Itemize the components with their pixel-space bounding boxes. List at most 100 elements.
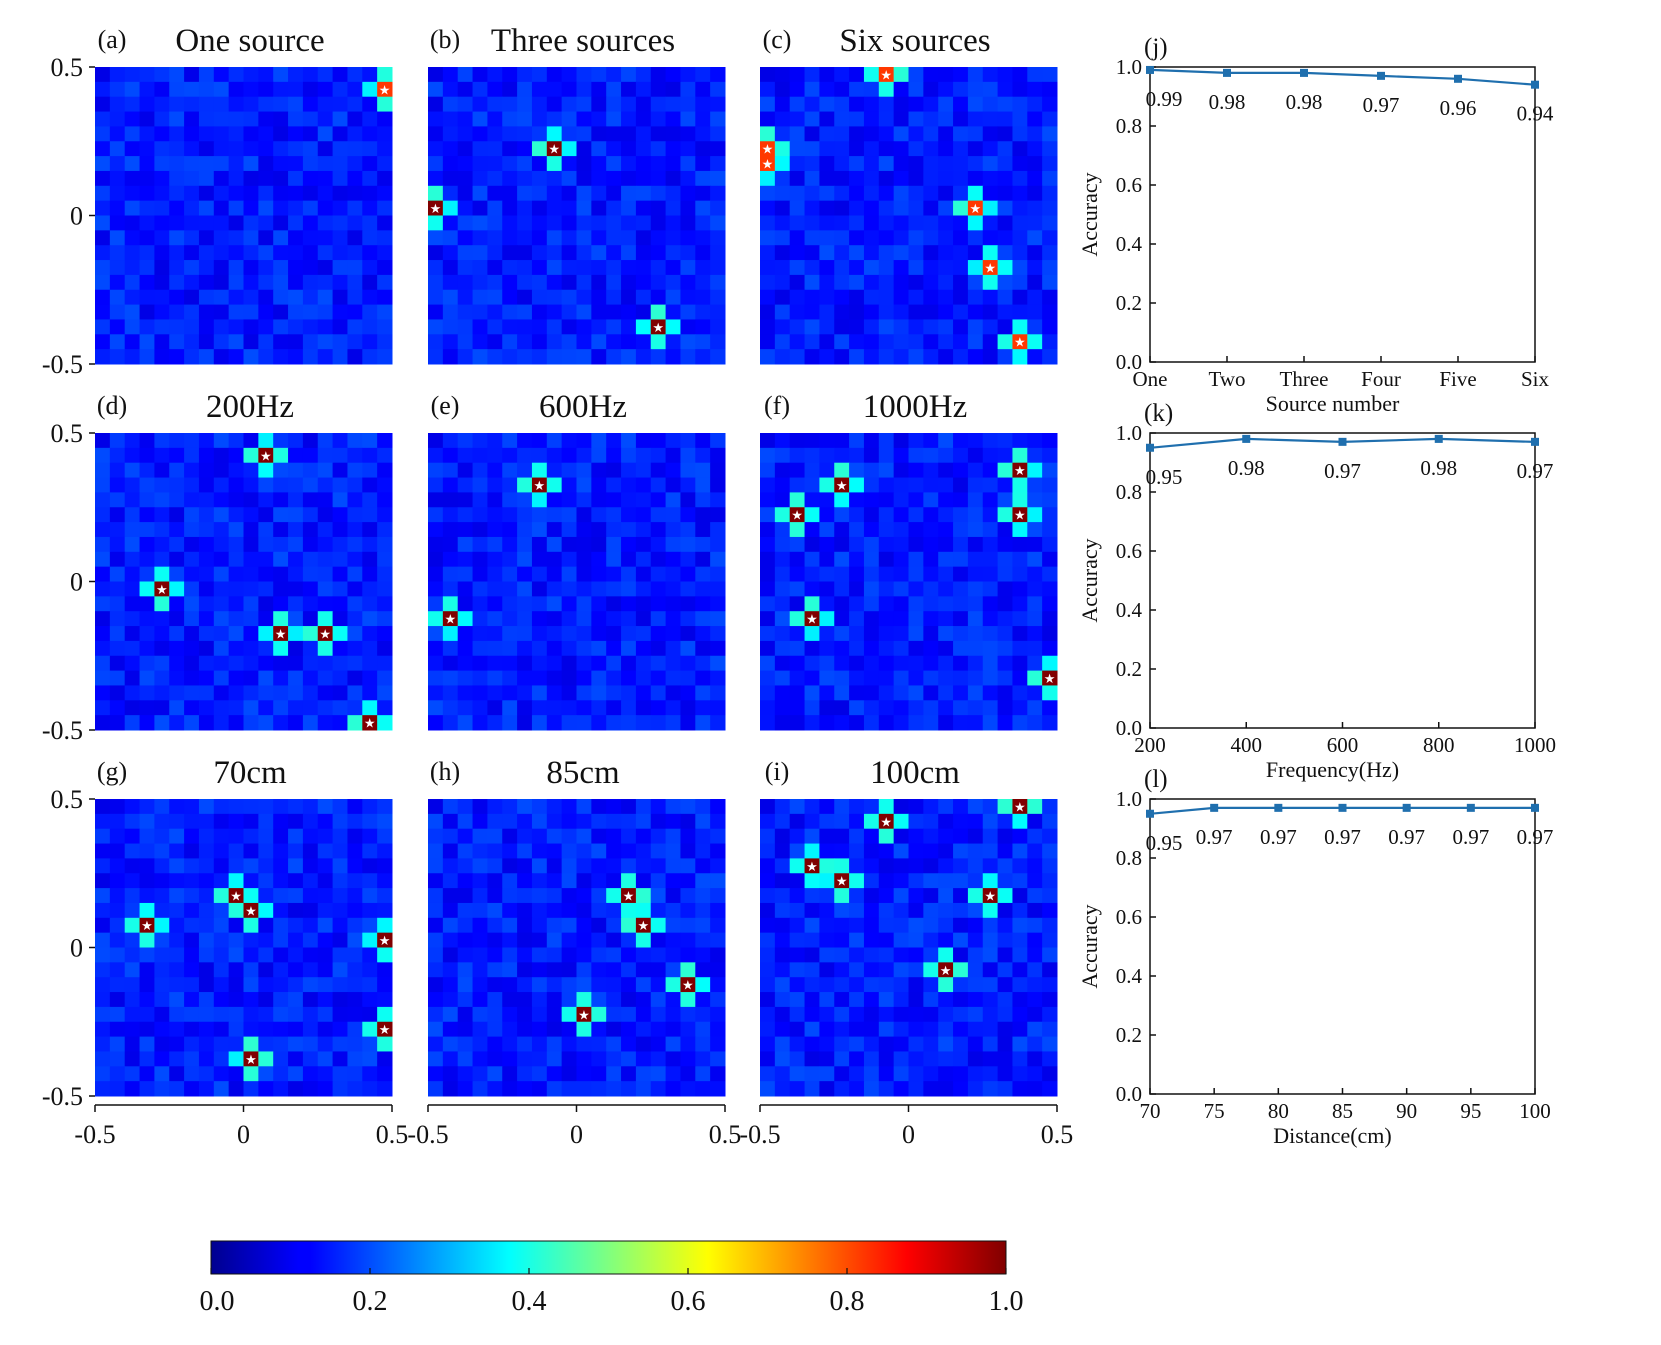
heatmap-cell — [1027, 447, 1043, 464]
source-marker: ★ — [141, 918, 153, 933]
heatmap-cell — [213, 185, 230, 202]
data-label: 0.97 — [1196, 825, 1233, 849]
heatmap-cell — [442, 96, 459, 113]
heatmap-cell — [362, 670, 378, 686]
heatmap-cell — [317, 492, 334, 508]
heatmap-cell — [650, 596, 667, 612]
heatmap-cell — [487, 947, 503, 963]
heatmap-cell — [213, 1066, 230, 1082]
heatmap-cell — [1012, 917, 1028, 934]
colorbar-tick-label: 0.2 — [353, 1286, 388, 1317]
heatmap-cell — [819, 492, 835, 508]
heatmap-cell — [878, 319, 895, 335]
heatmap-cell — [789, 962, 806, 978]
heatmap-cell — [546, 977, 563, 993]
heatmap-cell — [997, 917, 1013, 934]
heatmap-cell — [804, 655, 820, 672]
heatmap-cell — [517, 230, 533, 246]
heatmap-cell — [531, 843, 548, 859]
heatmap-cell — [169, 492, 185, 508]
heatmap-cell — [908, 1081, 924, 1097]
heatmap-cell — [302, 947, 319, 963]
heatmap-cell — [561, 170, 577, 187]
heatmap-cell — [819, 111, 835, 127]
heatmap-cell — [982, 813, 999, 830]
heatmap-cell — [591, 334, 607, 350]
heatmap-cell — [243, 551, 259, 568]
heatmap-cell — [804, 685, 820, 701]
heatmap-cell — [546, 962, 563, 978]
heatmap-cell — [502, 858, 518, 874]
heatmap-cell — [789, 477, 806, 493]
heatmap-cell — [317, 858, 334, 874]
heatmap-cell — [228, 141, 244, 157]
heatmap-cell — [938, 992, 954, 1008]
heatmap-cell — [834, 873, 850, 889]
heatmap-cell — [923, 156, 939, 172]
heatmap-cell — [472, 1081, 488, 1097]
heatmap-cell — [819, 507, 835, 523]
source-marker: ★ — [230, 889, 242, 904]
heatmap-cell — [517, 274, 533, 291]
heatmap-cell — [317, 1006, 334, 1023]
heatmap-cell — [169, 962, 185, 978]
heatmap-cell — [243, 670, 259, 686]
heatmap-cell — [863, 992, 880, 1008]
data-label: 0.95 — [1146, 465, 1183, 489]
heatmap-cell — [650, 492, 667, 508]
heatmap-cell — [908, 799, 924, 815]
heatmap-cell — [834, 111, 850, 127]
source-marker: ★ — [762, 157, 774, 172]
heatmap-cell — [546, 1051, 563, 1067]
heatmap-cell — [591, 126, 607, 142]
heatmap-cell — [635, 334, 652, 350]
heatmap-cell — [953, 67, 969, 83]
heatmap-cell — [362, 828, 378, 845]
heatmap-cell — [606, 917, 622, 934]
heatmap-cell — [561, 447, 577, 464]
heatmap-cell — [362, 230, 378, 246]
heatmap-cell — [347, 640, 363, 657]
heatmap-cell — [1027, 977, 1043, 993]
heatmap-cell — [472, 522, 488, 538]
heatmap-cell — [377, 581, 393, 597]
heatmap-cell — [621, 334, 637, 350]
heatmap-cell — [288, 947, 304, 963]
heatmap-cell — [546, 947, 563, 963]
heatmap-cell — [428, 289, 444, 306]
heatmap-cell — [442, 200, 459, 216]
heatmap-cell — [124, 640, 141, 657]
heatmap-cell — [561, 1036, 577, 1052]
heatmap-cell — [650, 319, 667, 335]
heatmap-cell — [347, 304, 363, 320]
heatmap-cell — [362, 170, 378, 187]
heatmap-cell — [878, 156, 895, 172]
heatmap-cell — [124, 685, 141, 701]
heatmap-cell — [760, 96, 776, 113]
heatmap-cell — [362, 141, 378, 157]
heatmap-cell — [546, 230, 563, 246]
heatmap-cell — [1027, 858, 1043, 874]
heatmap-cell — [332, 185, 348, 202]
heatmap-cell — [849, 126, 865, 142]
heatmap-cell — [938, 888, 954, 904]
heatmap-cell — [317, 289, 334, 306]
heatmap-cell — [362, 551, 378, 568]
heatmap-cell — [760, 111, 776, 127]
heatmap-cell — [317, 685, 334, 701]
heatmap-cell — [317, 596, 334, 612]
heatmap-cell — [606, 670, 622, 686]
heatmap-cell — [288, 611, 304, 627]
heatmap-cell — [680, 536, 696, 553]
heatmap-cell — [576, 185, 592, 202]
heatmap-cell — [1042, 304, 1058, 320]
heatmap-cell — [95, 799, 111, 815]
heatmap-cell — [428, 843, 444, 859]
heatmap-cell — [953, 685, 969, 701]
heatmap-cell — [849, 1051, 865, 1067]
source-marker: ★ — [379, 933, 391, 948]
heatmap-cell — [347, 611, 363, 627]
heatmap-cell — [760, 245, 776, 261]
heatmap-cell — [472, 447, 488, 464]
